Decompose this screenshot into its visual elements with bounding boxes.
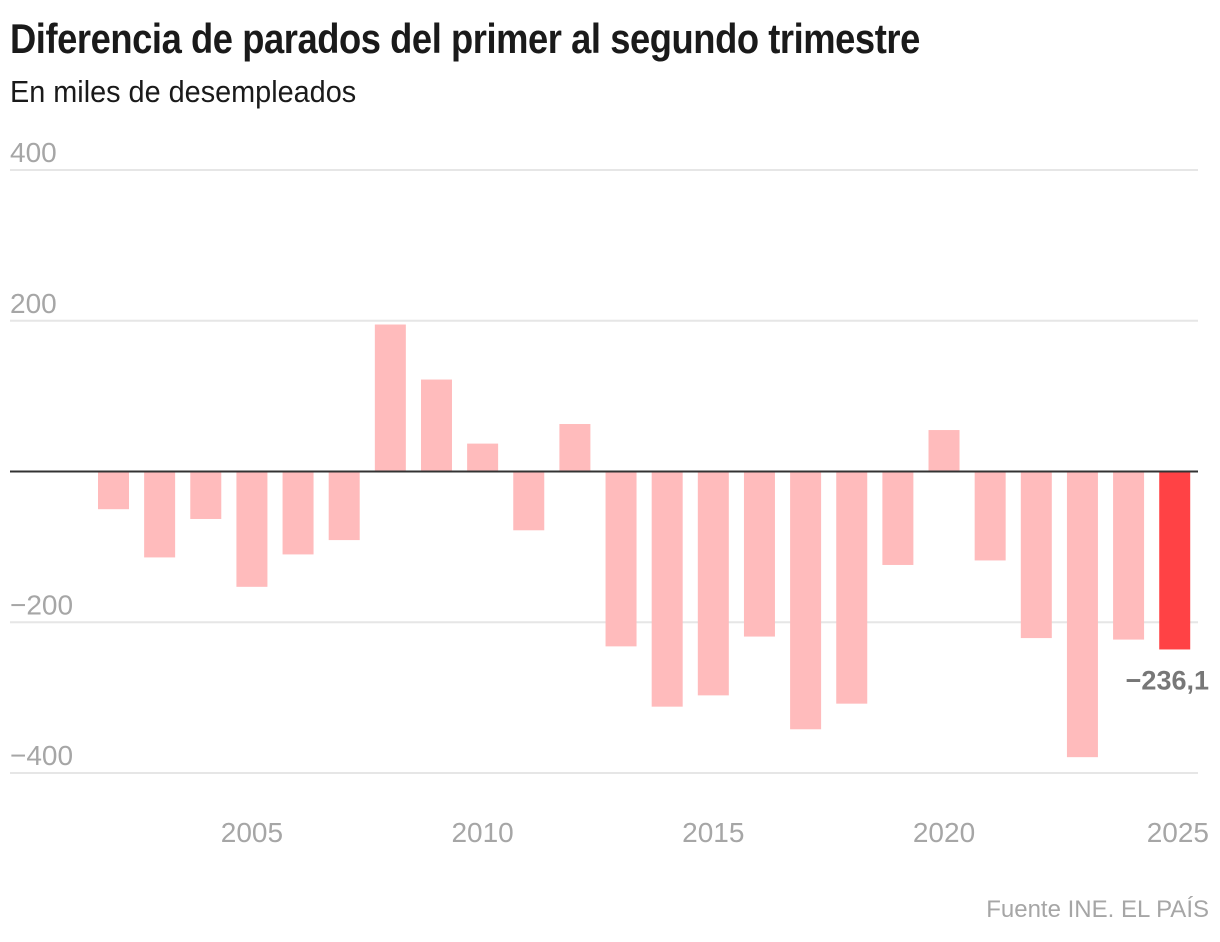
x-tick-label: 2010	[451, 817, 513, 848]
bar	[743, 471, 775, 637]
annotations: −236,1	[1126, 665, 1209, 695]
x-tick-label: 2005	[221, 817, 283, 848]
bar	[98, 471, 129, 510]
bar	[928, 430, 960, 472]
x-tick-label: 2020	[913, 817, 975, 848]
chart-title: Diferencia de parados del primer al segu…	[10, 15, 920, 62]
bar	[882, 471, 914, 565]
bars	[98, 324, 1191, 758]
bar	[513, 471, 545, 531]
x-axis-ticks: 2005 2010 2015 2020 2025	[221, 817, 1209, 848]
bar	[282, 471, 314, 555]
bar	[651, 471, 683, 707]
bar	[974, 471, 1006, 561]
bar-highlight	[1159, 471, 1191, 650]
y-tick-label: 200	[10, 288, 57, 319]
bar	[790, 471, 822, 730]
source-credit: Fuente INE. EL PAÍS	[986, 896, 1209, 923]
y-tick-label: −200	[10, 589, 73, 620]
x-tick-label: 2025	[1147, 817, 1209, 848]
bar	[1113, 471, 1145, 640]
bar	[328, 471, 360, 541]
bar	[697, 471, 729, 696]
bar	[1020, 471, 1052, 639]
y-axis-ticks: 400 200 −200 −400	[10, 137, 73, 771]
bar	[144, 471, 176, 558]
bar	[1066, 471, 1098, 758]
x-tick-label: 2015	[682, 817, 744, 848]
bar	[605, 471, 637, 647]
bar	[559, 424, 591, 472]
bar	[467, 443, 499, 472]
value-label: −236,1	[1126, 665, 1209, 695]
y-tick-label: −400	[10, 740, 73, 771]
bar	[836, 471, 868, 704]
y-tick-label: 400	[10, 137, 57, 168]
chart-subtitle: En miles de desempleados	[10, 74, 357, 109]
bar	[190, 471, 222, 519]
gridlines	[10, 169, 1198, 774]
bar	[420, 379, 452, 472]
bar	[236, 471, 268, 587]
bar	[374, 324, 406, 472]
